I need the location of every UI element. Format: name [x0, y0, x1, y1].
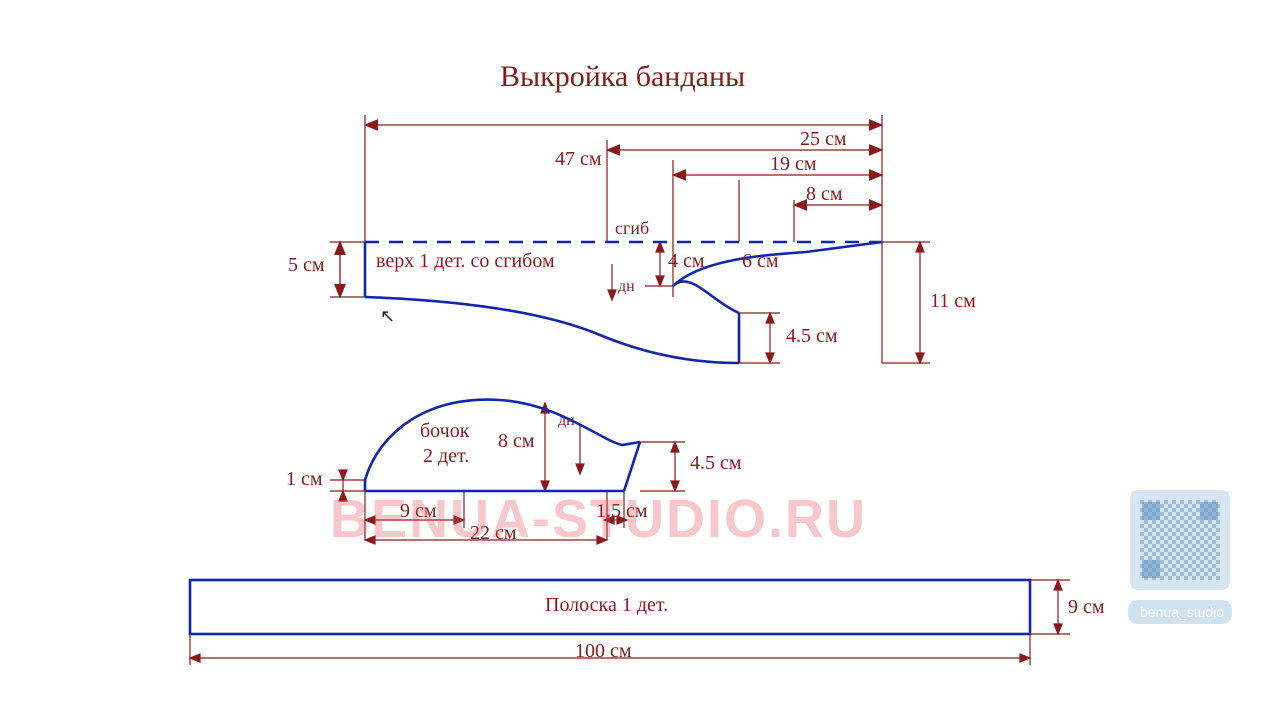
dim-4: 4 см: [668, 250, 705, 273]
dim-6: 6 см: [742, 250, 779, 273]
piece1-name: верх 1 дет. со сгибом: [376, 250, 555, 273]
dim-19: 19 см: [770, 153, 817, 176]
piece2-name1: бочок: [420, 420, 469, 443]
dim-25: 25 см: [800, 128, 847, 151]
diagram-title: Выкройка банданы: [500, 60, 745, 94]
dim-47: 47 см: [555, 148, 602, 171]
cursor-icon: ↖: [380, 306, 395, 327]
dim-100: 100 см: [575, 640, 632, 663]
grain2-label: дн: [558, 412, 575, 430]
qr-handle: benua_studio: [1140, 604, 1224, 620]
dim-4p5b: 4.5 см: [690, 452, 742, 475]
piece3-name: Полоска 1 дет.: [545, 594, 668, 617]
piece2-name2: 2 дет.: [423, 445, 469, 468]
dim-8: 8 см: [806, 183, 843, 206]
dim-8b: 8 см: [498, 430, 535, 453]
dim-4p5a: 4.5 см: [786, 325, 838, 348]
dim-5: 5 см: [288, 254, 325, 277]
dim-1: 1 см: [286, 468, 323, 491]
dim-9b: 9 см: [1068, 596, 1105, 619]
fold-label: сгиб: [615, 218, 649, 239]
dim-11: 11 см: [930, 290, 976, 313]
watermark: BENUA-STUDIO.RU: [330, 488, 867, 550]
grain1-label: дн: [618, 278, 635, 296]
